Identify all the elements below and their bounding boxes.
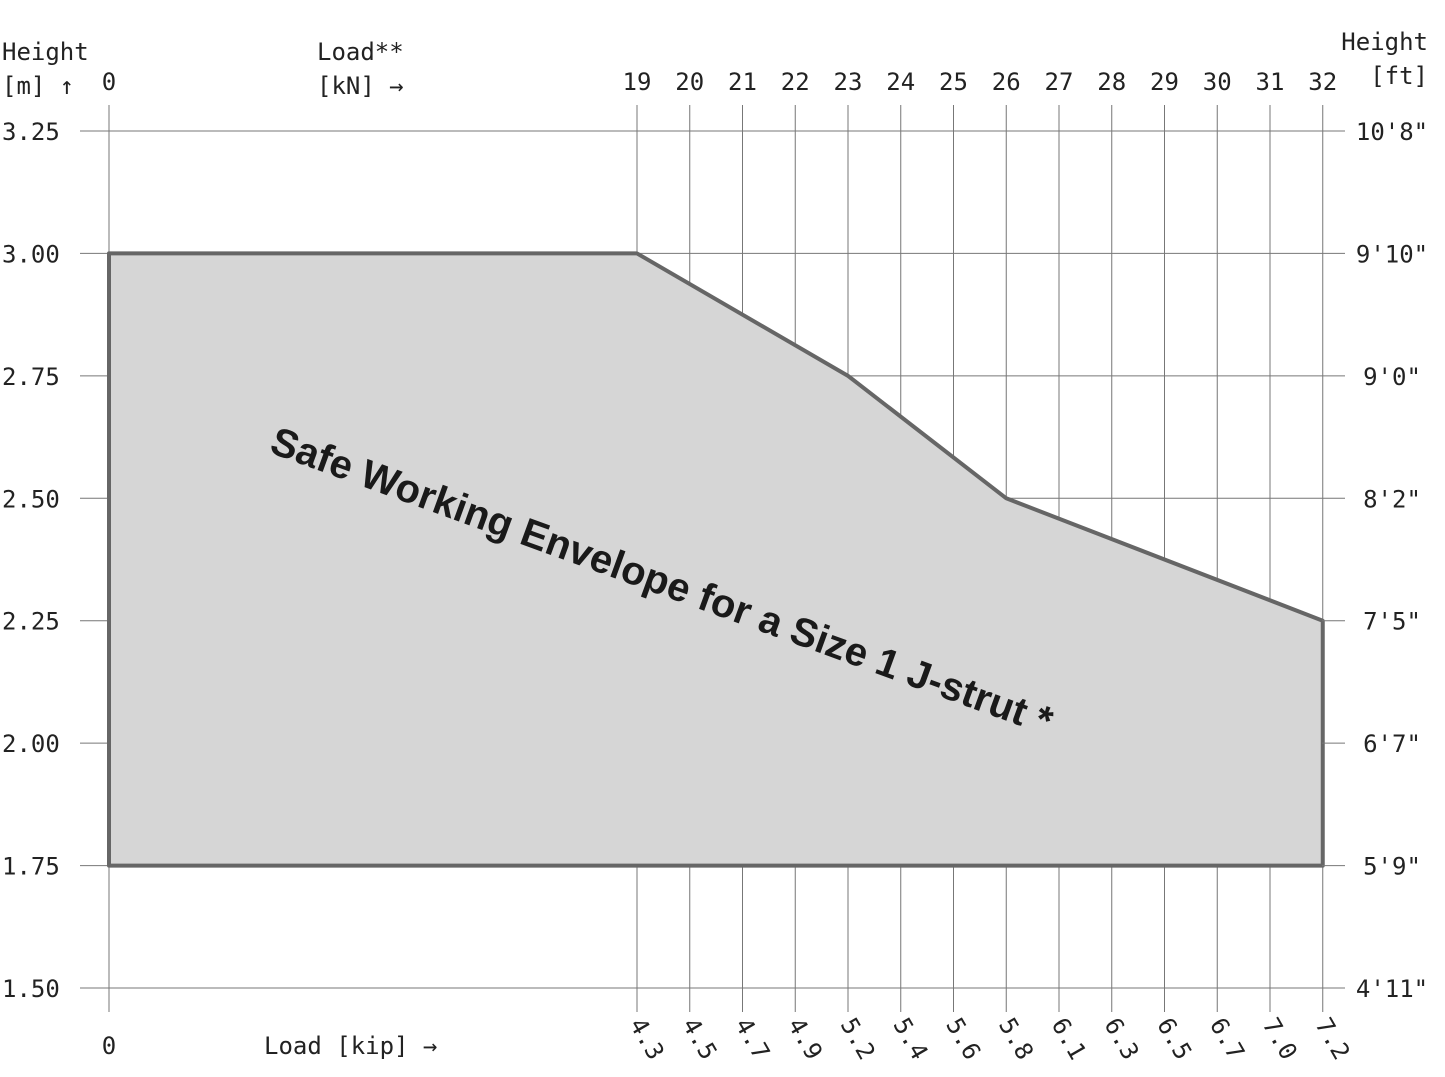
x2-tick-label: 5.2 [835, 1013, 881, 1065]
x-tick-label: 25 [939, 68, 968, 96]
x-axis-label: [kN] → [317, 72, 404, 100]
x2-tick-label: 7.0 [1257, 1013, 1303, 1065]
x2-tick-label: 5.4 [888, 1013, 934, 1065]
x2-tick-label: 6.7 [1204, 1013, 1250, 1065]
y-tick-label: 1.50 [2, 975, 60, 1003]
x-tick-label: 0 [102, 68, 116, 96]
x2-tick-label: 6.1 [1046, 1013, 1092, 1065]
x-tick-label: 29 [1150, 68, 1179, 96]
x-axis-label: Load** [317, 38, 404, 66]
y2-tick-label: 5'9" [1363, 853, 1421, 881]
x2-tick-label: 5.6 [940, 1013, 986, 1065]
y2-tick-label: 10'8" [1356, 118, 1428, 146]
y2-tick-label: 6'7" [1363, 730, 1421, 758]
x2-tick-label: 0 [102, 1032, 116, 1060]
x-tick-label: 24 [886, 68, 915, 96]
y-tick-label: 3.25 [2, 118, 60, 146]
x2-tick-label: 4.3 [624, 1013, 670, 1065]
x2-tick-label: 7.2 [1310, 1013, 1356, 1065]
x-tick-label: 27 [1045, 68, 1074, 96]
x2-tick-label: 4.5 [677, 1013, 723, 1065]
envelope-area [107, 251, 1325, 868]
x2-tick-label: 4.9 [782, 1013, 828, 1065]
x2-tick-label: 4.7 [729, 1013, 775, 1065]
x-tick-label: 28 [1097, 68, 1126, 96]
x-tick-label: 32 [1308, 68, 1337, 96]
y-axis-label: Height [2, 38, 89, 66]
x2-axis-label: Load [kip] → [264, 1032, 437, 1060]
y-tick-label: 1.75 [2, 853, 60, 881]
x-tick-label: 23 [834, 68, 863, 96]
y2-axis-label: [ft] [1370, 62, 1428, 90]
y2-tick-label: 9'0" [1363, 363, 1421, 391]
y-tick-label: 2.75 [2, 363, 60, 391]
x-tick-label: 20 [675, 68, 704, 96]
x2-tick-label: 6.5 [1151, 1013, 1197, 1065]
y-axis-label: [m] ↑ [2, 72, 74, 100]
x-tick-label: 31 [1256, 68, 1285, 96]
y-tick-label: 2.00 [2, 730, 60, 758]
y-tick-label: 2.25 [2, 608, 60, 636]
x2-tick-label: 5.8 [993, 1013, 1039, 1065]
x-tick-label: 19 [623, 68, 652, 96]
x2-tick-label: 6.3 [1099, 1013, 1145, 1065]
y2-tick-label: 4'11" [1356, 975, 1428, 1003]
y-tick-label: 3.00 [2, 240, 60, 268]
y2-tick-label: 8'2" [1363, 485, 1421, 513]
y2-axis-label: Height [1341, 28, 1428, 56]
x-tick-label: 30 [1203, 68, 1232, 96]
x-tick-label: 21 [728, 68, 757, 96]
y2-tick-label: 7'5" [1363, 608, 1421, 636]
x-tick-label: 22 [781, 68, 810, 96]
x-tick-label: 26 [992, 68, 1021, 96]
y2-tick-label: 9'10" [1356, 240, 1428, 268]
y-tick-label: 2.50 [2, 485, 60, 513]
